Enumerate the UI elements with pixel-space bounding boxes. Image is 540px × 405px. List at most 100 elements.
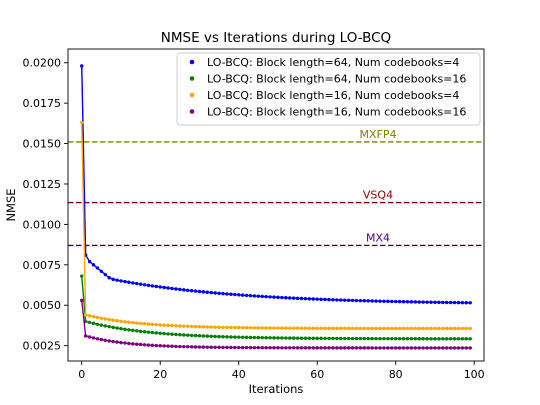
- data-point: [421, 300, 425, 304]
- data-point: [221, 335, 225, 339]
- data-point: [331, 326, 335, 331]
- data-point: [229, 325, 233, 330]
- data-point: [154, 284, 159, 289]
- y-tick-label: 0.0025: [23, 340, 62, 353]
- data-point: [134, 281, 139, 286]
- data-point: [468, 337, 472, 341]
- data-point: [209, 345, 213, 349]
- data-point: [390, 336, 394, 341]
- data-point: [233, 345, 237, 350]
- data-point: [91, 263, 96, 267]
- data-point: [362, 299, 367, 303]
- data-point: [87, 335, 92, 339]
- data-point: [174, 344, 178, 349]
- data-point: [335, 326, 339, 331]
- data-point: [205, 290, 210, 294]
- series-2: [80, 274, 472, 341]
- data-point: [315, 336, 319, 341]
- data-point: [260, 294, 264, 299]
- data-point: [229, 292, 233, 296]
- data-point: [339, 298, 343, 302]
- data-point: [158, 331, 162, 335]
- x-tick-label: 60: [310, 368, 324, 381]
- data-point: [401, 300, 406, 304]
- reference-label-mxfp4: MXFP4: [360, 128, 397, 141]
- data-point: [80, 64, 84, 68]
- data-point: [397, 346, 402, 350]
- data-point: [201, 334, 206, 338]
- data-point: [468, 326, 472, 331]
- data-point: [425, 337, 429, 341]
- data-point: [331, 346, 335, 350]
- data-point: [311, 326, 315, 330]
- data-point: [370, 299, 374, 303]
- data-point: [182, 324, 186, 328]
- data-point: [150, 330, 155, 335]
- data-point: [366, 299, 370, 303]
- data-point: [335, 346, 339, 350]
- data-point: [252, 294, 257, 298]
- data-point: [315, 346, 319, 350]
- data-point: [276, 346, 280, 350]
- axes-frame: [67, 48, 485, 362]
- data-point: [166, 323, 170, 328]
- data-point: [437, 337, 441, 341]
- data-point: [445, 326, 449, 331]
- y-tick-label: 0.0050: [23, 299, 62, 312]
- data-point: [370, 346, 374, 350]
- data-point: [138, 282, 143, 286]
- data-point: [99, 316, 104, 320]
- data-point: [225, 325, 229, 330]
- data-point: [237, 293, 241, 297]
- data-point: [374, 326, 378, 331]
- data-point: [115, 319, 119, 323]
- data-point: [429, 346, 433, 350]
- data-point: [433, 326, 437, 331]
- data-point: [131, 320, 135, 325]
- data-point: [95, 266, 100, 270]
- data-point: [91, 321, 96, 326]
- legend-marker: [189, 59, 195, 65]
- data-point: [456, 326, 461, 331]
- data-point: [201, 345, 206, 349]
- data-point: [170, 332, 174, 336]
- data-point: [295, 296, 300, 301]
- data-point: [131, 328, 135, 333]
- data-point: [221, 325, 225, 330]
- data-point: [413, 346, 418, 350]
- data-point: [319, 336, 323, 341]
- data-point: [248, 326, 253, 330]
- data-point: [276, 295, 280, 300]
- y-tick-label: 0.0200: [23, 57, 62, 70]
- data-point: [405, 346, 410, 350]
- data-point: [248, 335, 253, 340]
- series-layer: [80, 64, 472, 350]
- data-point: [460, 300, 465, 305]
- data-point: [170, 323, 174, 328]
- data-point: [405, 337, 410, 341]
- data-point: [197, 325, 202, 329]
- legend-label: LO-BCQ: Block length=64, Num codebooks=4: [207, 56, 459, 69]
- data-point: [209, 325, 213, 329]
- x-axis-label: Iterations: [249, 382, 304, 396]
- data-point: [256, 326, 261, 330]
- data-point: [303, 296, 308, 301]
- data-point: [229, 345, 233, 350]
- data-point: [315, 326, 319, 330]
- data-point: [174, 332, 178, 337]
- data-point: [303, 326, 308, 330]
- data-point: [225, 335, 229, 339]
- data-point: [99, 323, 104, 327]
- data-point: [193, 289, 198, 293]
- data-point: [295, 346, 300, 350]
- data-point: [378, 326, 382, 331]
- data-point: [99, 337, 104, 342]
- data-point: [154, 322, 159, 327]
- data-point: [346, 336, 351, 341]
- data-point: [178, 287, 182, 292]
- data-point: [268, 295, 272, 299]
- data-point: [291, 346, 296, 350]
- data-point: [248, 345, 253, 350]
- data-point: [193, 333, 198, 338]
- data-point: [115, 340, 119, 344]
